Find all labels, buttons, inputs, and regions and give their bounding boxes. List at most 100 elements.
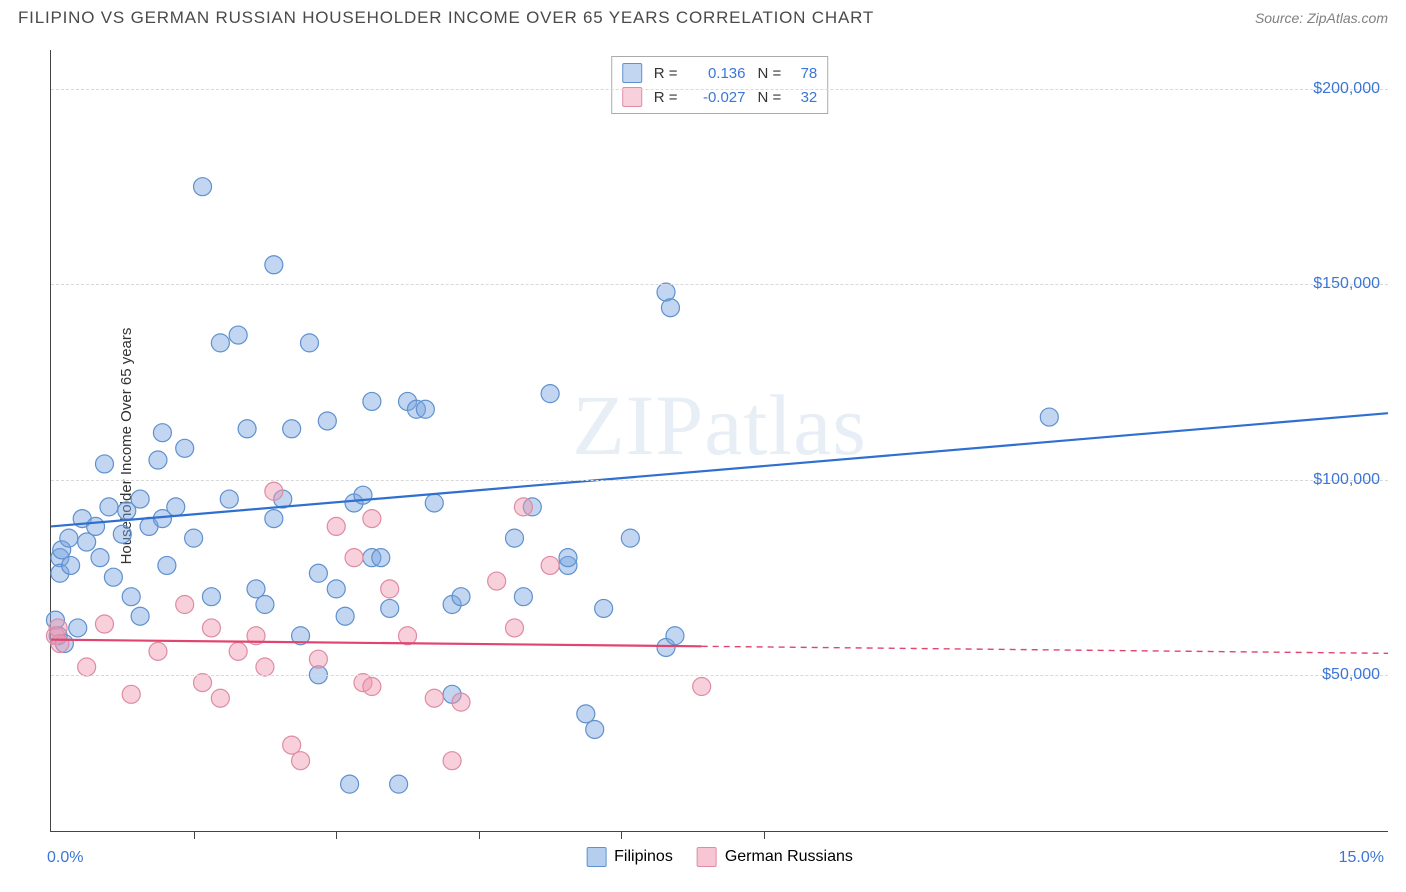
filipinos-point [153,424,171,442]
filipinos-point [336,607,354,625]
n-value: 32 [789,89,817,106]
x-tick [621,831,622,839]
legend-swatch [697,847,717,867]
filipinos-point [78,533,96,551]
filipinos-point [318,412,336,430]
german_russians-point [541,556,559,574]
filipinos-point [621,529,639,547]
filipinos-point [586,720,604,738]
german_russians-point [363,510,381,528]
filipinos-point [381,599,399,617]
filipinos-point [452,588,470,606]
filipinos-point [202,588,220,606]
german_russians-point [452,693,470,711]
filipinos-point [87,517,105,535]
filipinos-point [100,498,118,516]
filipinos-point [131,490,149,508]
legend-swatch [586,847,606,867]
page-title: FILIPINO VS GERMAN RUSSIAN HOUSEHOLDER I… [18,8,874,28]
filipinos-point [247,580,265,598]
filipinos-point [238,420,256,438]
filipinos-point [505,529,523,547]
filipinos-point [265,510,283,528]
legend-label: German Russians [725,848,853,866]
filipinos-point [60,529,78,547]
legend-item: German Russians [697,847,853,867]
german_russians-point [292,752,310,770]
filipinos-point [149,451,167,469]
filipinos-point [220,490,238,508]
german_russians-point [95,615,113,633]
x-tick [194,831,195,839]
filipinos-point [283,420,301,438]
filipinos-point [372,549,390,567]
x-axis-max-label: 15.0% [1339,849,1384,867]
filipinos-point [577,705,595,723]
german_russians-point [363,678,381,696]
scatter-plot-svg [51,50,1388,831]
filipinos-point [211,334,229,352]
german_russians-point [399,627,417,645]
filipinos-point [416,400,434,418]
source-attribution: Source: ZipAtlas.com [1255,10,1388,26]
legend-label: Filipinos [614,848,673,866]
gridline [51,675,1388,676]
german_russians-point [78,658,96,676]
gridline [51,89,1388,90]
filipinos-point [327,580,345,598]
filipinos-point [341,775,359,793]
filipinos-point [158,556,176,574]
filipinos-point [661,299,679,317]
german_russians-point [265,482,283,500]
german_russians-point [505,619,523,637]
filipinos-point [514,588,532,606]
filipinos-point [167,498,185,516]
correlation-chart: ZIPatlas R =0.136N =78R =-0.027N =32 Fil… [50,50,1388,832]
gridline [51,480,1388,481]
x-axis-min-label: 0.0% [47,849,83,867]
filipinos-point [104,568,122,586]
filipinos-point [122,588,140,606]
german_russians-point [149,642,167,660]
german_russians-point [256,658,274,676]
r-label: R = [654,65,678,82]
german_russians-point [693,678,711,696]
series-legend: Filipinos German Russians [586,847,853,867]
german_russians-point [345,549,363,567]
filipinos-point [185,529,203,547]
filipinos-point [300,334,318,352]
filipinos-point [559,549,577,567]
german_russians-point [229,642,247,660]
german_russians-point [443,752,461,770]
filipinos-point [176,439,194,457]
german_russians-trendline-extrapolated [702,646,1388,653]
filipinos-point [91,549,109,567]
filipinos-point [309,564,327,582]
german_russians-point [327,517,345,535]
german_russians-point [202,619,220,637]
legend-swatch [622,63,642,83]
n-value: 78 [789,65,817,82]
filipinos-point [595,599,613,617]
german_russians-point [425,689,443,707]
german_russians-point [194,674,212,692]
r-value: -0.027 [686,89,746,106]
german_russians-point [514,498,532,516]
n-label: N = [758,65,782,82]
german_russians-point [381,580,399,598]
stats-legend: R = 0.136 N = 78 R = -0.027 N = 32 [611,56,829,114]
filipinos-point [541,385,559,403]
n-label: N = [758,89,782,106]
filipinos-point [113,525,131,543]
legend-item: Filipinos [586,847,673,867]
x-tick [336,831,337,839]
r-label: R = [654,89,678,106]
filipinos-point [95,455,113,473]
filipinos-point [131,607,149,625]
stats-row-filipinos: R = 0.136 N = 78 [622,61,818,85]
filipinos-point [666,627,684,645]
german_russians-point [283,736,301,754]
filipinos-point [363,392,381,410]
r-value: 0.136 [686,65,746,82]
filipinos-point [62,556,80,574]
